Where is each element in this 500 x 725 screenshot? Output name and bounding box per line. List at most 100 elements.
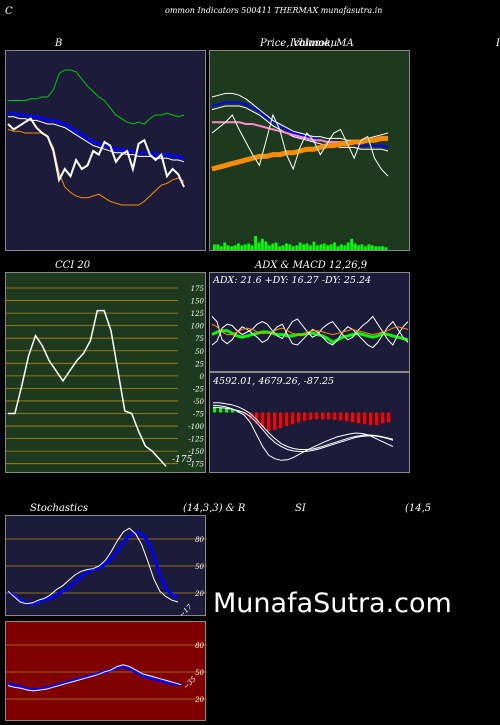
- volume-bar: [278, 246, 281, 250]
- rsi-line-0: [7, 665, 182, 692]
- bollinger-chart: [7, 69, 185, 206]
- watermark: MunafaSutra.com: [213, 588, 452, 619]
- stoch-tick-label: 50: [195, 563, 204, 571]
- volume-bar: [230, 246, 233, 250]
- volume-bar: [223, 242, 227, 250]
- cci-tick-label: -25: [193, 385, 205, 393]
- cci-title: CCI 20: [55, 260, 91, 271]
- volume-bar: [329, 244, 333, 250]
- volume-bar: [237, 243, 240, 250]
- volume-bar: [291, 246, 295, 250]
- volume-bar: [213, 244, 216, 250]
- stoch-last-value: ~17: [178, 603, 194, 617]
- volume-bar: [367, 244, 371, 250]
- stochastics-chart: 80 50 20~17: [6, 527, 207, 617]
- cci-tick-label: 25: [194, 360, 204, 368]
- macd-values-text: 4592.01, 4679.26, -87.25: [213, 376, 335, 387]
- adx-line-1: [211, 316, 409, 349]
- volume-bar: [216, 244, 220, 250]
- price-line-5: [211, 113, 389, 177]
- cci-line: [8, 309, 167, 467]
- macd-hist-bar: [339, 412, 343, 421]
- macd-hist-bar: [273, 412, 277, 430]
- macd-hist-bar: [333, 412, 337, 420]
- volume-bar: [219, 246, 223, 250]
- volume-bar: [254, 236, 257, 250]
- macd-hist-bar: [255, 412, 259, 425]
- bollinger-panel: [5, 50, 206, 251]
- bollinger-line-0: [8, 69, 185, 125]
- macd-hist-bar: [231, 409, 235, 413]
- price-ma-chart: [211, 92, 389, 250]
- bollinger-line-1: [8, 111, 185, 160]
- volume-bar: [247, 243, 251, 250]
- rsi-line-1: [7, 664, 182, 692]
- volume-bar: [285, 243, 288, 250]
- macd-hist-bar: [297, 412, 301, 423]
- bollinger-title: B: [55, 38, 63, 49]
- cci-panel: 175 150 125 100 75 50 25 0 -25 -50 -75 -100 -125 -150…: [5, 272, 206, 473]
- stoch-tick-label: 20: [194, 590, 204, 598]
- price-line-1: [211, 105, 389, 152]
- volume-bar: [357, 245, 360, 250]
- volume-bar: [319, 244, 323, 250]
- rsi-tick-label: 80: [195, 642, 204, 650]
- volume-bar: [257, 242, 261, 250]
- macd-hist-bar: [369, 412, 373, 426]
- cci-tick-label: -75: [193, 411, 205, 419]
- volume-bar: [264, 241, 268, 250]
- rsi-chart: 80 50 20 ~35: [6, 642, 207, 704]
- adx-panel: [209, 272, 410, 372]
- macd-line-0: [212, 404, 394, 461]
- macd-panel: [209, 372, 410, 473]
- volume-bar: [346, 242, 350, 250]
- volume-bar: [322, 243, 326, 250]
- volume-bar: [384, 247, 388, 250]
- volume-bar: [353, 243, 357, 250]
- volume-bar: [295, 245, 299, 250]
- macd-hist-bar: [321, 412, 325, 420]
- rsi-params: (14,5: [405, 503, 432, 514]
- price-ma-title: Price, Volume, MA: [260, 38, 354, 49]
- macd-hist-bar: [213, 406, 217, 413]
- volume-bar: [370, 245, 374, 250]
- macd-hist-bar: [225, 408, 229, 413]
- macd-hist-bar: [261, 412, 265, 429]
- price-ma-panel: [209, 50, 410, 251]
- adx-chart: [211, 315, 409, 349]
- adx-macd-title: ADX & MACD 12,26,9: [255, 260, 368, 271]
- volume-bar: [312, 241, 316, 250]
- volume-bar: [261, 238, 264, 250]
- stoch-line-1: [7, 527, 179, 605]
- page-title: ommon Indicators 500411 THERMAX munafasu…: [165, 6, 383, 15]
- macd-line-2: [213, 402, 394, 450]
- macd-hist-bar: [267, 412, 271, 431]
- volume-bar: [374, 246, 378, 250]
- volume-bar: [336, 246, 340, 250]
- macd-hist-bar: [279, 412, 283, 429]
- volume-bar: [240, 245, 244, 250]
- macd-hist-bar: [327, 412, 331, 420]
- cci-tick-label: -50: [193, 398, 205, 406]
- stochastics-params: (14,3,3) & R: [183, 503, 246, 514]
- volume-bar: [377, 246, 381, 250]
- volume-bar: [315, 245, 319, 250]
- volume-bar: [309, 245, 312, 250]
- rsi-tick-label: 50: [195, 669, 204, 677]
- volume-bar: [298, 242, 302, 250]
- macd-hist-bar: [285, 412, 289, 427]
- macd-hist-bar: [363, 412, 367, 425]
- volume-bar: [267, 245, 271, 250]
- cci-tick-label: 100: [191, 323, 205, 331]
- volume-bar: [233, 245, 237, 250]
- volume-bar: [326, 245, 329, 250]
- price-line-3: [212, 121, 388, 143]
- cci-tick-label: -175: [188, 461, 204, 469]
- volume-bar: [364, 246, 367, 250]
- header-left-char: C: [5, 6, 13, 17]
- rsi-last-value: ~35: [182, 675, 198, 691]
- cci-tick-label: 50: [195, 348, 204, 356]
- rsi-tick-label: 20: [194, 696, 204, 704]
- volume-bar: [243, 244, 247, 250]
- adx-line-3: [211, 323, 409, 336]
